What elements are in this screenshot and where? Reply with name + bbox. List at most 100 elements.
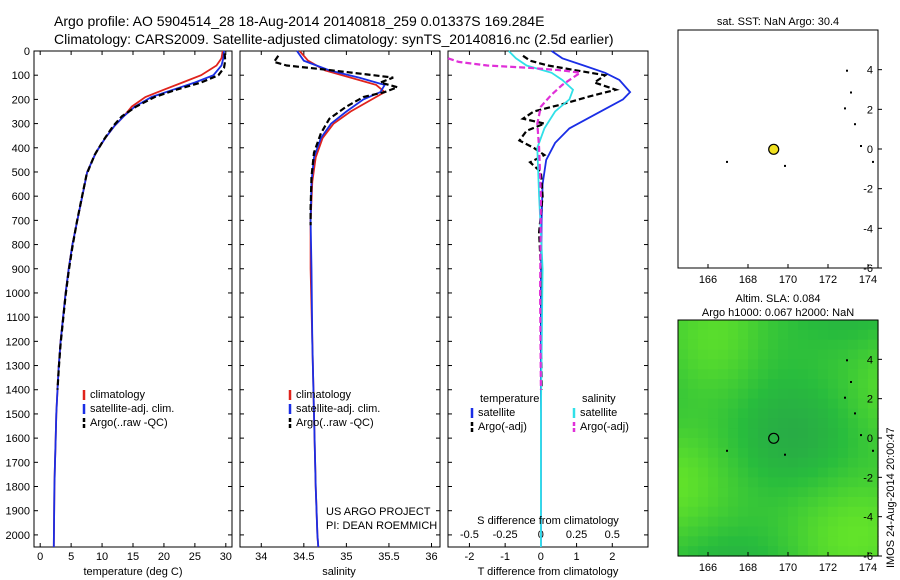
heatmap-cell [808,369,819,380]
heatmap-cell [708,320,719,331]
heatmap-cell [808,379,819,390]
heatmap-cell [698,320,709,331]
heatmap-cell [848,320,859,331]
heatmap-cell [818,379,829,390]
heatmap-cell [698,536,709,547]
heatmap-cell [798,477,809,488]
heatmap-cell [838,349,849,360]
heatmap-cell [758,379,769,390]
heatmap-cell [738,526,749,537]
heatmap-cell [708,339,719,351]
heatmap-cell [708,438,719,449]
heatmap-cell [768,457,779,469]
x-tick-label: 172 [819,562,837,574]
heatmap-cell [858,408,869,419]
heatmap-cell [848,447,859,459]
heatmap-cell [868,349,879,360]
legend-label: satellite-adj. clim. [296,403,380,415]
heatmap-cell [858,329,869,341]
heatmap-cell [818,457,829,469]
heatmap-cell [798,487,809,498]
legend-label: satellite [478,407,515,419]
x-tick-label: 20 [158,551,170,563]
heatmap-cell [788,428,799,439]
heatmap-cell [768,359,779,370]
heatmap-cell [848,457,859,469]
heatmap-cell [748,447,759,459]
x-tick-label: 174 [859,274,877,286]
heatmap-cell [678,506,689,518]
heatmap-cell [768,477,779,488]
heatmap-cell [828,477,839,488]
sla-map-subtitle: Argo h1000: 0.067 h2000: NaN [702,307,854,319]
heatmap-cell [748,339,759,351]
heatmap-cell [768,418,779,429]
heatmap-cell [688,359,699,370]
heatmap-cell [748,388,759,400]
heatmap-cell [818,477,829,488]
heatmap-cell [788,467,799,478]
heatmap-cell [718,388,729,400]
x-tick-label: -1 [500,551,510,563]
heatmap-cell [778,497,789,508]
y-tick-label: 900 [12,264,30,276]
heatmap-cell [728,457,739,469]
heatmap-cell [798,369,809,380]
heatmap-cell [838,477,849,488]
heatmap-cell [688,349,699,360]
heatmap-cell [798,497,809,508]
heatmap-cell [708,408,719,419]
heatmap-cell [728,320,739,331]
heatmap-cell [848,428,859,439]
heatmap-cell [728,398,739,410]
heatmap-cell [718,379,729,390]
legend-title: temperature [480,393,539,405]
heatmap-cell [858,339,869,351]
heatmap-cell [738,369,749,380]
heatmap-cell [758,536,769,547]
x-tick-label: 0 [37,551,43,563]
heatmap-cell [718,359,729,370]
y-tick-label: -6 [863,263,873,275]
heatmap-cell [778,339,789,351]
heatmap-cell [788,487,799,498]
heatmap-cell [828,398,839,410]
heatmap-cell [768,536,779,547]
heatmap-cell [818,320,829,331]
heatmap-cell [828,418,839,429]
heatmap-cell [728,546,739,557]
heatmap-cell [678,438,689,449]
y-tick-label: 1700 [6,457,30,469]
heatmap-cell [818,467,829,478]
heatmap-cell [828,536,839,547]
heatmap-cell [868,408,879,419]
heatmap-cell [808,546,819,557]
heatmap-cell [818,536,829,547]
y-tick-label: 1600 [6,433,30,445]
heatmap-cell [758,467,769,478]
heatmap-cell [798,398,809,410]
heatmap-cell [678,359,689,370]
heatmap-cell [798,526,809,537]
heatmap-cell [758,497,769,508]
heatmap-cell [858,467,869,478]
heatmap-cell [748,418,759,429]
heatmap-cell [828,359,839,370]
heatmap-cell [818,546,829,557]
heatmap-cell [748,536,759,547]
heatmap-cell [678,408,689,419]
heatmap-cell [758,447,769,459]
heatmap-cell [688,467,699,478]
difference-xlabel: T difference from climatology [478,566,619,578]
heatmap-cell [718,408,729,419]
heatmap-cell [858,369,869,380]
y-tick-label: -6 [863,551,873,563]
x-tick-label: 36 [425,551,437,563]
heatmap-cell [708,388,719,400]
heatmap-cell [838,369,849,380]
heatmap-cell [828,329,839,341]
legend-title: salinity [582,393,616,405]
heatmap-cell [848,487,859,498]
heatmap-cell [788,329,799,341]
heatmap-cell [788,457,799,469]
